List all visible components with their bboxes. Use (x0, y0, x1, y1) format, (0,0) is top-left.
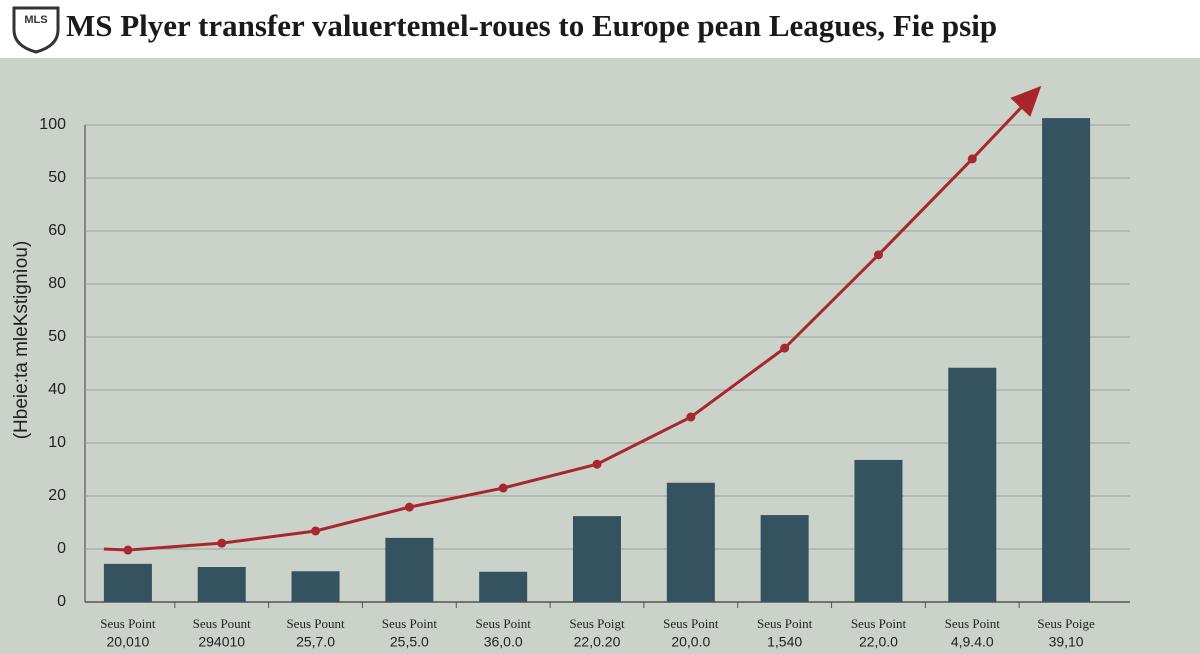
logo-text: MLS (24, 14, 47, 26)
bar (666, 482, 715, 602)
x-tick-label: Seus Point (476, 616, 532, 631)
bar (760, 515, 809, 602)
logo-shield (12, 6, 60, 54)
x-tick-sublabel: 20,0.0 (671, 634, 710, 650)
bar (573, 516, 621, 602)
bar (854, 459, 903, 602)
bar (1042, 118, 1091, 603)
y-axis-label: (Hbeie:ta mleKstignìou) (11, 241, 32, 440)
x-tick-label: Seus Point (100, 616, 156, 631)
x-tick-label: Seus Pount (286, 616, 345, 631)
bar (103, 563, 152, 602)
x-tick-label: Seus Poigt (569, 616, 625, 631)
chart-title: MS Plyer transfer valuertemel-roues to E… (66, 8, 997, 43)
trend-point (967, 154, 977, 164)
x-tick-label: Seus Pount (193, 616, 252, 631)
trend-point (123, 545, 133, 555)
x-tick-label: Seus Point (382, 616, 438, 631)
x-tick-sublabel: 294010 (198, 634, 245, 650)
y-tick-label: 0 (57, 540, 66, 557)
x-tick-sublabel: 36,0.0 (484, 634, 523, 650)
x-tick-label: Seus Point (757, 616, 813, 631)
trend-point (498, 483, 508, 493)
bar (479, 571, 528, 602)
trend-point (873, 250, 883, 260)
y-tick-label: 50 (48, 169, 66, 186)
y-tick-label: 100 (39, 116, 66, 133)
bar (948, 367, 997, 602)
bar (291, 571, 340, 602)
trend-point (686, 412, 696, 422)
trend-point (592, 459, 602, 469)
x-tick-sublabel: 39,10 (1049, 634, 1084, 650)
trend-point (311, 526, 321, 536)
y-tick-label: 10 (48, 434, 66, 451)
x-tick-sublabel: 22,0.20 (574, 634, 621, 650)
x-tick-label: Seus Point (945, 616, 1001, 631)
x-tick-sublabel: 20,010 (106, 634, 149, 650)
x-tick-sublabel: 25,7.0 (296, 634, 335, 650)
x-tick-sublabel: 4,9.4.0 (951, 634, 994, 650)
y-tick-label: 80 (48, 275, 66, 292)
trend-point (780, 343, 790, 353)
x-tick-label: Seus Point (663, 616, 719, 631)
y-tick-label: 50 (48, 328, 66, 345)
bar (385, 537, 434, 602)
trend-point (217, 538, 227, 548)
x-tick-sublabel: 22,0.0 (859, 634, 898, 650)
trend-arrow-head (1010, 85, 1042, 117)
x-tick-sublabel: 1,540 (767, 634, 802, 650)
y-tick-label: 60 (48, 222, 66, 239)
x-tick-label: Seus Point (851, 616, 907, 631)
y-tick-label: 20 (48, 487, 66, 504)
y-tick-label: 40 (48, 381, 66, 398)
x-tick-label: Seus Poige (1037, 616, 1095, 631)
y-tick-label: 0 (57, 593, 66, 610)
trend-point (404, 502, 414, 512)
trend-line (127, 157, 974, 552)
x-tick-sublabel: 25,5.0 (390, 634, 429, 650)
bar (197, 567, 246, 602)
